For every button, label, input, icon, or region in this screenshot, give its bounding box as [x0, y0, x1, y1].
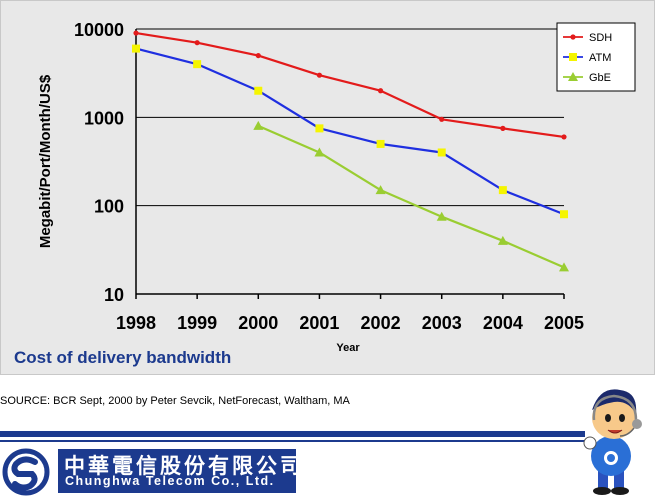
data-point-atm [437, 148, 446, 157]
footer-rule-thick [0, 431, 585, 437]
series-line-atm [135, 47, 565, 216]
y-axis-title: Megabit/Port/Month/US$ [37, 74, 54, 248]
chart-title: Cost of delivery bandwidth [14, 348, 231, 367]
series-line-gbe [257, 124, 565, 269]
x-tick-label: 1999 [177, 313, 217, 333]
x-tick-label: 2003 [422, 313, 462, 333]
mascot-illustration [583, 389, 642, 495]
legend-label: SDH [589, 32, 612, 44]
company-name-english: Chunghwa Telecom Co., Ltd. [65, 474, 275, 488]
x-axis-title: Year [336, 342, 360, 354]
y-tick-label: 1000 [84, 108, 124, 128]
y-tick-label: 10 [104, 285, 124, 305]
chart-svg: 10 100 1000 10000 1998 1999 2000 2001 2002 2003 20… [14, 20, 636, 367]
data-point-gbe [568, 72, 578, 81]
series-line-sdh [135, 31, 565, 139]
data-point-atm [315, 124, 324, 133]
footer-rule-thin [0, 440, 585, 442]
data-point-sdh [133, 30, 139, 36]
data-point-atm [560, 210, 568, 219]
legend-label: GbE [589, 72, 611, 84]
x-tick-label: 2005 [544, 313, 584, 333]
company-logo-icon [2, 448, 50, 496]
company-name-banner: 中華電信股份有限公司 Chunghwa Telecom Co., Ltd. [58, 449, 301, 493]
x-tick-label: 2000 [238, 313, 278, 333]
chart-panel: 10 100 1000 10000 1998 1999 2000 2001 2002 2003 20… [0, 0, 655, 375]
data-point-gbe [253, 120, 264, 130]
data-point-gbe [559, 262, 569, 272]
source-citation: SOURCE: BCR Sept, 2000 by Peter Sevcik, … [0, 395, 350, 407]
data-point-sdh [570, 34, 576, 40]
company-name-chinese: 中華電信股份有限公司 [64, 454, 304, 478]
data-point-sdh [255, 52, 261, 59]
data-point-atm [498, 186, 507, 195]
data-point-sdh [377, 88, 384, 94]
data-point-gbe [375, 185, 386, 195]
data-point-gbe [314, 147, 325, 157]
data-point-sdh [500, 125, 506, 131]
x-tick-label: 2004 [483, 313, 523, 333]
y-tick-label: 10000 [74, 20, 124, 40]
data-point-atm [376, 139, 385, 148]
legend-label: ATM [589, 52, 611, 64]
data-point-atm [569, 53, 577, 61]
x-tick-label: 1998 [116, 313, 156, 333]
data-point-sdh [561, 134, 567, 140]
data-point-gbe [436, 211, 447, 221]
data-point-sdh [316, 72, 323, 78]
x-tick-label: 2001 [299, 313, 339, 333]
data-point-atm [132, 44, 140, 53]
data-point-sdh [439, 116, 445, 122]
data-point-atm [193, 60, 202, 69]
data-point-sdh [194, 40, 200, 46]
plot-area [136, 29, 564, 294]
data-point-atm [254, 86, 263, 95]
data-point-gbe [497, 235, 508, 245]
y-tick-label: 100 [94, 197, 124, 217]
x-tick-label: 2002 [361, 313, 401, 333]
